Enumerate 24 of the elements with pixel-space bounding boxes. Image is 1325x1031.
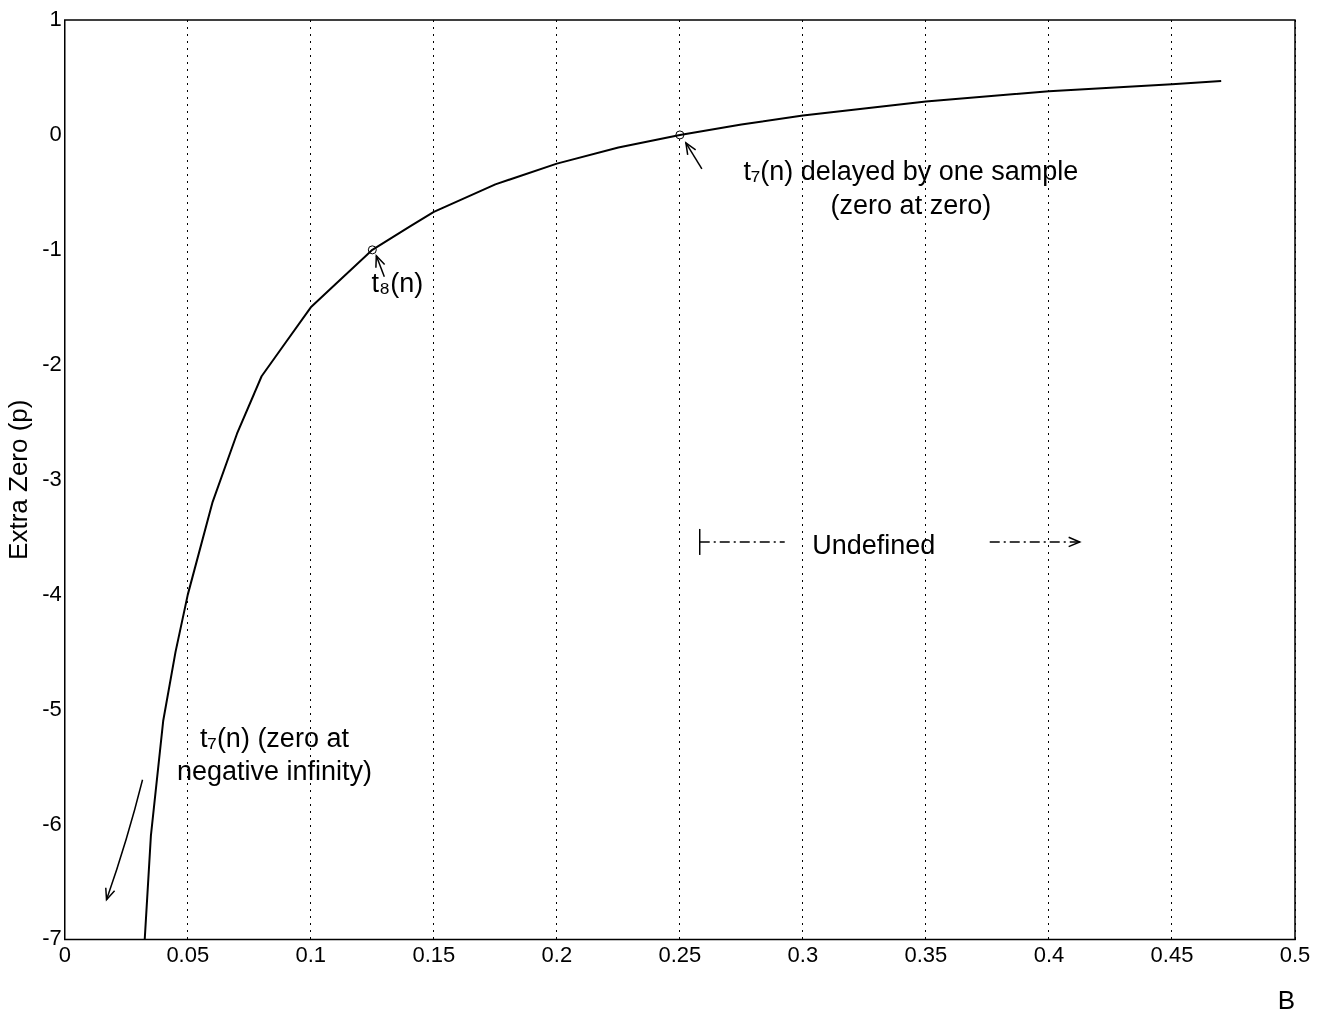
y-tick-label: -5 xyxy=(42,695,62,721)
y-tick-label: -4 xyxy=(42,580,62,606)
x-tick-label: 0.15 xyxy=(412,941,456,967)
x-tick-label: 0.2 xyxy=(541,941,573,967)
annotation: t₈(n) xyxy=(370,266,425,300)
x-tick-label: 0.3 xyxy=(787,941,819,967)
y-axis-title: Extra Zero (p) xyxy=(2,399,33,560)
x-tick-label: 0.45 xyxy=(1150,941,1194,967)
y-tick-label: -6 xyxy=(42,810,62,836)
y-tick-label: -1 xyxy=(42,235,62,261)
x-tick-label: 0.35 xyxy=(904,941,948,967)
y-tick-label: -3 xyxy=(42,465,62,491)
annotation: t₇(n) delayed by one sample (zero at zero) xyxy=(742,154,1080,222)
x-axis-title: B xyxy=(1277,984,1295,1015)
x-tick-label: 0.25 xyxy=(658,941,702,967)
x-tick-label: 0.5 xyxy=(1279,941,1311,967)
y-tick-label: -2 xyxy=(42,350,62,376)
x-tick-label: 0.4 xyxy=(1033,941,1065,967)
y-tick-label: 1 xyxy=(49,6,62,32)
x-tick-label: 0.05 xyxy=(166,941,210,967)
y-tick-label: 0 xyxy=(49,120,62,146)
annotation: Undefined xyxy=(811,528,937,562)
x-tick-label: 0.1 xyxy=(295,941,327,967)
annotation: t₇(n) (zero at negative infinity) xyxy=(175,721,374,789)
